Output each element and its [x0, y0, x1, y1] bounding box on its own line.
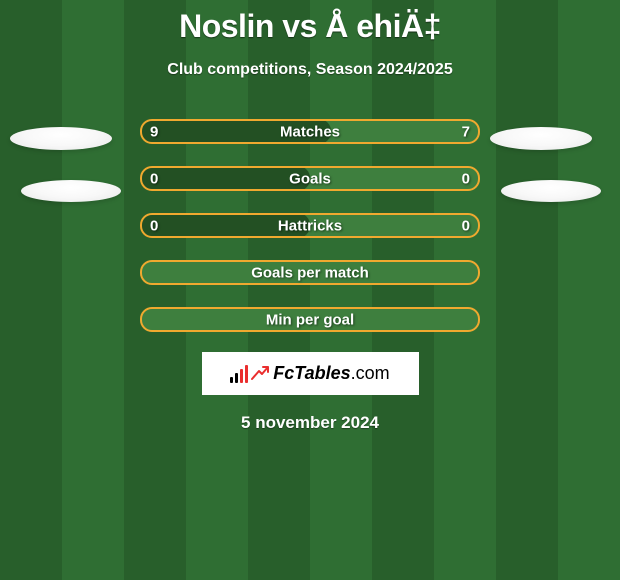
stat-row: Hattricks 0 0 — [140, 213, 480, 238]
stat-right-value: 0 — [462, 217, 470, 234]
stat-label: Hattricks — [278, 217, 342, 234]
stat-left-value: 0 — [150, 217, 158, 234]
stat-label: Min per goal — [266, 311, 354, 328]
stat-row: Goals per match — [140, 260, 480, 285]
date-label: 5 november 2024 — [0, 413, 620, 433]
trend-arrow-icon — [251, 365, 269, 383]
stats-container: Matches 9 7 Goals 0 0 Hattricks 0 0 Goals per mat… — [0, 119, 620, 332]
logo-name: FcTables — [273, 363, 350, 383]
logo-text: FcTables.com — [273, 363, 389, 384]
stat-fill — [140, 166, 310, 191]
stat-row: Min per goal — [140, 307, 480, 332]
page-title: Noslin vs Å ehiÄ‡ — [0, 8, 620, 45]
stat-row: Goals 0 0 — [140, 166, 480, 191]
chart-bars-icon — [230, 365, 269, 383]
logo-suffix: .com — [351, 363, 390, 383]
stat-label: Goals — [289, 170, 331, 187]
stat-label: Goals per match — [251, 264, 369, 281]
stat-left-value: 9 — [150, 123, 158, 140]
stat-label: Matches — [280, 123, 340, 140]
subtitle: Club competitions, Season 2024/2025 — [0, 61, 620, 79]
stat-left-value: 0 — [150, 170, 158, 187]
stat-right-value: 0 — [462, 170, 470, 187]
stat-row: Matches 9 7 — [140, 119, 480, 144]
fctables-logo[interactable]: FcTables.com — [202, 352, 419, 395]
stat-right-value: 7 — [462, 123, 470, 140]
